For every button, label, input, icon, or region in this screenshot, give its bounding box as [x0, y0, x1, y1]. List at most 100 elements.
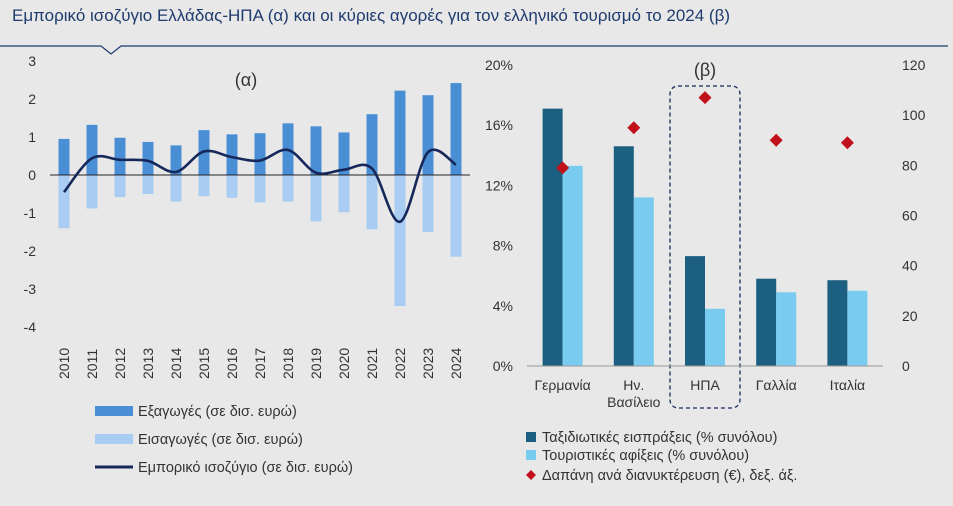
- x-tick-label: 2023: [420, 348, 436, 379]
- import-bar: [310, 175, 322, 222]
- panel-label: (α): [235, 70, 257, 90]
- arrivals-bar: [562, 165, 583, 366]
- receipts-bar: [613, 146, 634, 366]
- import-bar: [394, 175, 406, 307]
- y-tick-label: 0: [28, 167, 36, 183]
- receipts-bar: [827, 280, 848, 366]
- x-tick-label: 2012: [112, 348, 128, 379]
- import-bar: [366, 175, 378, 230]
- y-left-tick-label: 20%: [485, 57, 513, 73]
- import-bar: [422, 175, 434, 232]
- export-bar: [450, 83, 462, 175]
- legend-label: Εισαγωγές (σε δισ. ευρώ): [138, 432, 303, 448]
- y-right-tick-label: 100: [902, 107, 926, 123]
- trade-balance-line: [62, 148, 457, 224]
- legend-label: Ταξιδιωτικές εισπράξεις (% συνόλου): [542, 430, 777, 446]
- x-tick-label: 2011: [84, 349, 100, 379]
- x-tick-label: 2016: [224, 348, 240, 379]
- x-tick-label: 2017: [252, 348, 268, 379]
- legend-label: Εμπορικό ισοζύγιο (σε δισ. ευρώ): [138, 460, 353, 476]
- legend-swatch-spending: [526, 470, 536, 480]
- spending-marker: [556, 161, 570, 175]
- title-rule: [0, 45, 948, 55]
- export-bar: [366, 114, 378, 175]
- receipts-bar: [685, 256, 705, 366]
- export-bar: [58, 138, 70, 175]
- import-bar: [58, 175, 70, 229]
- x-tick-label: 2014: [168, 348, 184, 379]
- import-bar: [114, 175, 126, 198]
- export-bar: [86, 124, 98, 175]
- export-bar: [254, 133, 266, 175]
- x-tick-label: Ην.: [623, 377, 644, 393]
- y-left-tick-label: 12%: [485, 177, 513, 193]
- spending-marker: [769, 133, 783, 147]
- import-bar: [226, 175, 238, 198]
- x-tick-label: 2020: [336, 348, 352, 379]
- y-tick-label: 3: [28, 53, 36, 69]
- import-bar: [142, 175, 154, 194]
- arrivals-bar: [633, 197, 654, 366]
- import-bar: [282, 175, 294, 202]
- x-tick-label: 2013: [140, 348, 156, 379]
- y-tick-label: -1: [24, 205, 37, 221]
- import-bar: [338, 175, 350, 213]
- export-bar: [394, 90, 406, 175]
- arrivals-bar: [847, 290, 868, 366]
- y-left-tick-label: 0%: [493, 358, 513, 374]
- export-bar: [338, 132, 350, 175]
- x-tick-label: Γερμανία: [534, 377, 590, 393]
- y-tick-label: 2: [28, 91, 36, 107]
- receipts-bar: [756, 278, 777, 366]
- chart-title: Εμπορικό ισοζύγιο Ελλάδας-ΗΠΑ (α) και οι…: [12, 6, 731, 25]
- legend-swatch-exports: [95, 406, 133, 416]
- export-bar: [226, 134, 238, 175]
- export-bar: [310, 126, 322, 175]
- y-right-tick-label: 60: [902, 208, 918, 224]
- legend-label: Δαπάνη ανά διανυκτέρευση (€), δεξ. άξ.: [542, 468, 797, 484]
- y-right-tick-label: 40: [902, 258, 918, 274]
- receipts-bar: [542, 108, 563, 367]
- arrivals-bar: [776, 292, 797, 366]
- y-left-tick-label: 16%: [485, 117, 513, 133]
- import-bar: [254, 175, 266, 203]
- y-tick-label: 1: [28, 129, 36, 145]
- x-tick-label: 2024: [448, 348, 464, 379]
- trade-balance-chart: 3 2 1 0 -1 -2 -3 -4 (α) 2010 2011 2012 2013 2014 2015 2…: [24, 53, 470, 476]
- y-left-tick-label: 4%: [493, 298, 513, 314]
- import-bar: [198, 175, 210, 197]
- x-tick-label: 2021: [364, 348, 380, 379]
- panel-label: (β): [694, 60, 716, 80]
- export-bar: [114, 137, 126, 175]
- export-bar: [170, 145, 182, 175]
- spending-marker: [698, 91, 712, 105]
- y-tick-label: -2: [24, 243, 37, 259]
- legend-swatch-imports: [95, 434, 133, 444]
- legend-swatch-receipts: [526, 432, 536, 442]
- y-right-tick-label: 0: [902, 358, 910, 374]
- y-right-tick-label: 20: [902, 308, 918, 324]
- import-bar: [86, 175, 98, 209]
- arrivals-bar: [705, 308, 725, 366]
- import-bar: [170, 175, 182, 202]
- x-tick-label: 2015: [196, 348, 212, 379]
- spending-marker: [840, 136, 854, 150]
- x-tick-label: 2010: [56, 348, 72, 379]
- y-left-tick-label: 8%: [493, 238, 513, 254]
- export-bar: [142, 141, 154, 175]
- legend-label: Εξαγωγές (σε δισ. ευρώ): [138, 404, 297, 420]
- x-tick-label: ΗΠΑ: [690, 377, 720, 393]
- x-tick-label: 2022: [392, 348, 408, 379]
- x-tick-label: Γαλλία: [756, 377, 797, 393]
- spending-marker: [627, 121, 641, 135]
- export-bar: [422, 95, 434, 175]
- x-tick-label: 2019: [308, 348, 324, 379]
- y-right-tick-label: 120: [902, 57, 926, 73]
- x-tick-label: 2018: [280, 348, 296, 379]
- x-tick-label: Ιταλία: [830, 377, 866, 393]
- legend-label: Τουριστικές αφίξεις (% συνόλου): [542, 448, 749, 464]
- y-tick-label: -3: [24, 281, 37, 297]
- import-bar: [450, 175, 462, 257]
- highlight-box: [669, 85, 741, 409]
